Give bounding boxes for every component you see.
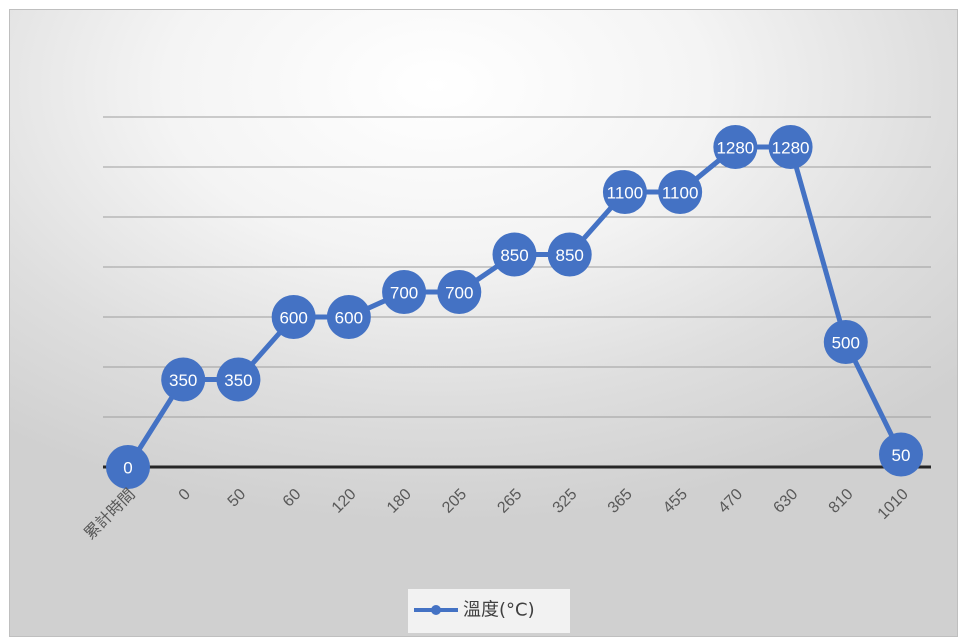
x-axis-tick-labels: 累計時間 0 50 60 120 180 205 265 325 365 455 470 630 810 1… <box>81 485 912 543</box>
data-label: 600 <box>279 309 307 328</box>
x-tick-label: 1010 <box>875 486 912 523</box>
data-label: 1100 <box>662 184 699 203</box>
x-tick-label: 810 <box>826 486 857 517</box>
legend: 溫度(°C) <box>408 589 570 633</box>
data-label: 850 <box>500 246 528 265</box>
x-tick-label: 50 <box>225 486 250 511</box>
data-label: 1100 <box>607 184 644 203</box>
data-label: 1280 <box>716 139 754 158</box>
x-tick-label: 0 <box>176 486 194 504</box>
data-point <box>216 357 261 402</box>
series-line <box>125 144 904 470</box>
x-tick-label: 120 <box>329 486 360 517</box>
data-point <box>382 270 427 314</box>
x-tick-label: 60 <box>280 486 305 511</box>
chart-area: 0 350 350 600 600 700 700 850 850 1100 1100 1280 128… <box>9 9 958 637</box>
x-tick-label: 365 <box>605 486 636 517</box>
data-point <box>106 445 150 489</box>
x-tick-label: 455 <box>660 486 691 517</box>
x-tick-label: 470 <box>715 486 746 517</box>
x-tick-label: 205 <box>439 486 470 517</box>
data-point <box>492 232 537 277</box>
data-point <box>271 295 316 339</box>
data-label: 350 <box>224 371 252 390</box>
data-point <box>658 170 703 214</box>
data-point <box>326 295 371 339</box>
x-tick-label: 325 <box>550 486 581 517</box>
legend-marker-swatch <box>431 605 441 615</box>
x-tick-label: 630 <box>770 486 801 517</box>
data-point <box>768 125 813 169</box>
data-label: 850 <box>556 246 584 265</box>
x-tick-label: 265 <box>494 486 525 517</box>
x-tick-label: 180 <box>384 486 415 517</box>
data-point <box>713 125 758 169</box>
data-point <box>602 170 647 214</box>
data-point <box>879 432 923 477</box>
data-label: 600 <box>335 309 363 328</box>
data-point <box>161 357 206 402</box>
gridlines <box>103 116 931 469</box>
data-label: 700 <box>445 284 473 303</box>
data-point <box>437 270 482 314</box>
data-point <box>823 320 868 364</box>
data-label: 0 <box>123 459 132 478</box>
data-label: 350 <box>169 371 197 390</box>
series-temperature <box>106 125 923 489</box>
data-label: 500 <box>832 334 860 353</box>
data-label: 700 <box>390 284 418 303</box>
x-axis-label: 累計時間 <box>81 485 139 543</box>
data-point <box>547 232 592 277</box>
data-label: 1280 <box>772 139 810 158</box>
data-labels: 0 350 350 600 600 700 700 850 850 1100 1100 1280 128… <box>123 139 910 478</box>
data-label: 50 <box>892 446 911 465</box>
legend-label: 溫度(°C) <box>463 600 535 621</box>
